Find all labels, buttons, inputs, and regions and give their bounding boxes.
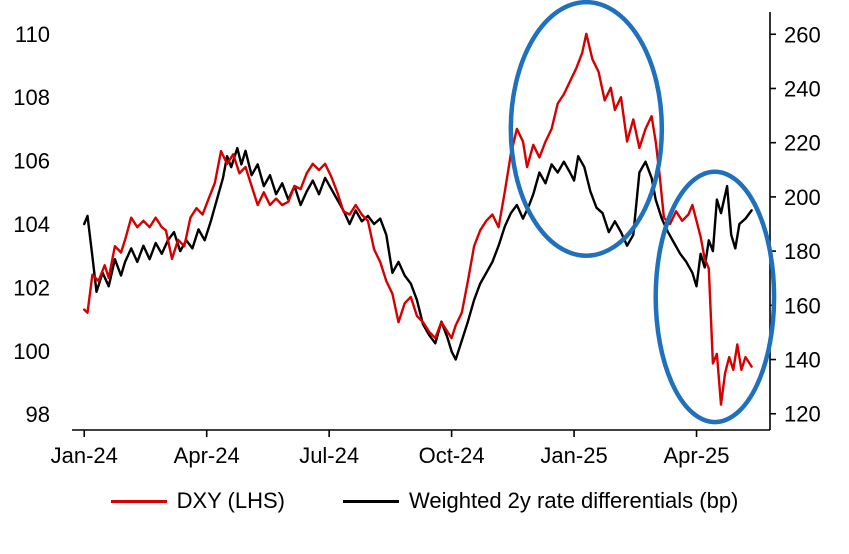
rate-differentials-series-line: [82, 146, 753, 361]
left-axis-tick-label: 108: [13, 85, 50, 110]
left-axis-tick-label: 104: [13, 212, 50, 237]
left-axis-tick-label: 106: [13, 149, 50, 174]
dxy-series-line: [82, 32, 753, 406]
legend-item-dxy: DXY (LHS): [110, 488, 286, 514]
right-axis-tick-label: 120: [784, 402, 821, 427]
x-axis-tick-label: Jan-24: [51, 443, 118, 468]
legend-item-rate-differentials: Weighted 2y rate differentials (bp): [343, 488, 738, 514]
right-axis-tick-label: 180: [784, 239, 821, 264]
right-axis-tick-label: 160: [784, 293, 821, 318]
rate-differentials-legend-label: Weighted 2y rate differentials (bp): [409, 488, 739, 513]
highlight-divergence-apr25-ellipse: [653, 169, 777, 425]
x-axis-tick-label: Jan-25: [540, 443, 607, 468]
left-axis-tick-label: 110: [15, 22, 50, 47]
x-axis-tick-label: Apr-24: [174, 443, 240, 468]
right-axis-tick-label: 260: [784, 22, 821, 47]
x-axis-tick-label: Jul-24: [299, 443, 359, 468]
x-axis-tick-label: Oct-24: [419, 443, 485, 468]
right-axis-tick-label: 200: [784, 185, 821, 210]
x-axis-tick-label: Apr-25: [664, 443, 730, 468]
chart-svg: Jan-24 Apr-24 Jul-24 Oct-24 Jan-25 Apr-25 98 10…: [13, 0, 821, 468]
left-axis-tick-label: 98: [26, 402, 50, 427]
left-axis-tick-label: 102: [13, 275, 50, 300]
left-axis-tick-label: 100: [13, 339, 50, 364]
dxy-legend-label: DXY (LHS): [176, 488, 286, 513]
highlight-divergence-jan25-ellipse: [508, 0, 665, 258]
right-axis-tick-label: 220: [784, 131, 821, 156]
dxy-line-swatch: [110, 499, 167, 503]
rate-differentials-line-swatch: [343, 499, 400, 503]
chart-plot-area: Jan-24 Apr-24 Jul-24 Oct-24 Jan-25 Apr-25 98 10…: [13, 0, 821, 468]
right-axis-tick-label: 140: [784, 348, 821, 373]
right-axis-tick-label: 240: [784, 76, 821, 101]
chart-legend: DXY (LHS) Weighted 2y rate differentials…: [0, 488, 849, 514]
